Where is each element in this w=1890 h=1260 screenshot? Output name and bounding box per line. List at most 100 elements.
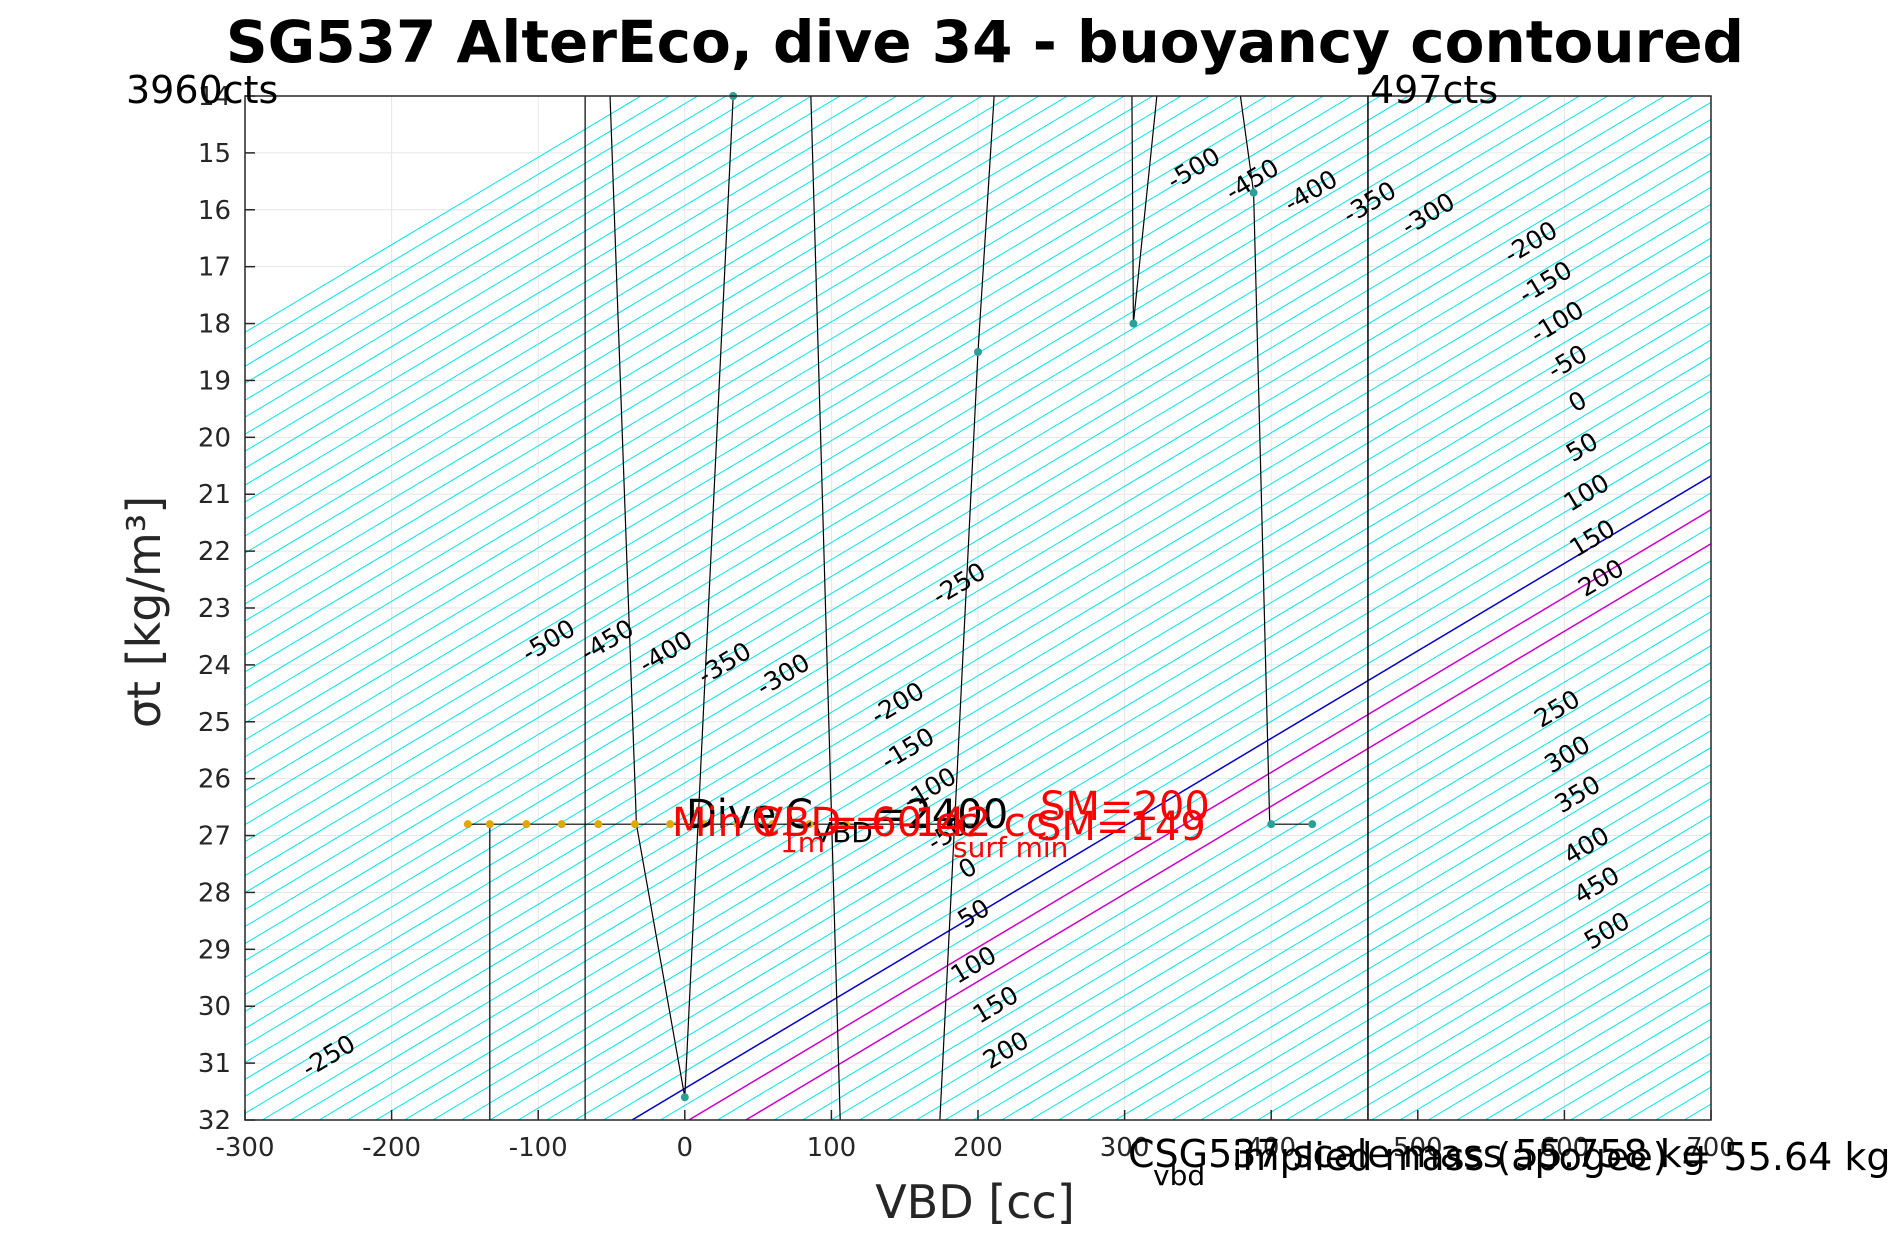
contour-line [1827, 96, 1890, 1120]
buoyancy-contours [245, 96, 1890, 1120]
contour-line [245, 96, 1552, 877]
dive-annotation: Dive [686, 792, 776, 838]
y-tick-label: 32 [198, 1106, 231, 1136]
contour-line [1770, 96, 1890, 1120]
contour-line [245, 96, 1665, 945]
contour-line [245, 96, 1409, 792]
contour-line [262, 254, 1711, 1120]
contour-label: -300 [1396, 187, 1460, 241]
contour-line [1342, 899, 1711, 1120]
contour-line [245, 96, 1381, 775]
contour-line [1684, 1103, 1711, 1120]
data-point [1129, 319, 1138, 328]
contour-line [245, 96, 926, 503]
x-axis-ticks: -300 -200 -100 0 100 200 300 400 500 600 700 [215, 1110, 1736, 1163]
y-tick-label: 31 [198, 1049, 231, 1079]
data-point [733, 820, 742, 829]
y-tick-label: 30 [198, 992, 231, 1022]
c1m-label: C [752, 800, 780, 846]
y-tick-label: 17 [198, 253, 231, 283]
data-point [557, 820, 566, 829]
contour-label: 100 [946, 940, 1002, 989]
y-tick-label: 22 [198, 537, 231, 567]
contour-line [1798, 96, 1890, 1120]
contour-label: 500 [1579, 906, 1635, 955]
c1m-sub: 1m [780, 826, 825, 859]
contour-line [859, 611, 1711, 1120]
x-axis-label: VBD [cc] [875, 1175, 1075, 1229]
vbd-c-value: =2400 [873, 792, 1008, 838]
x-tick-label: 600 [1540, 1133, 1590, 1163]
contour-line [631, 474, 1711, 1120]
dive-trace [609, 96, 734, 1098]
y-tick-label: 23 [198, 594, 231, 624]
contour-line [245, 96, 1495, 843]
contour-line [347, 305, 1711, 1120]
contour-line [245, 96, 1324, 741]
contour-line [1143, 780, 1711, 1120]
contour-line [773, 560, 1711, 1120]
bottom-note-sub: vbd [1153, 1159, 1205, 1192]
x-tick-label: 200 [953, 1133, 1003, 1163]
contour-line [245, 237, 1711, 1114]
contour-line [245, 96, 1466, 826]
contour-labels: -500-450-400-350-300-250-250-200-150-100… [297, 141, 1635, 1083]
contour-line [245, 101, 1711, 979]
contour-line [1399, 933, 1711, 1120]
corner-label-left: 3960cts [126, 68, 278, 112]
contour-line [1371, 916, 1711, 1120]
contour-label: -250 [297, 1029, 361, 1083]
contour-label: 50 [1561, 426, 1603, 467]
sm-value: =149 [1096, 804, 1206, 850]
data-point [805, 820, 814, 829]
x-tick-label: 700 [1686, 1133, 1736, 1163]
contour-line [290, 271, 1711, 1120]
contour-line [245, 96, 812, 435]
data-point [699, 820, 708, 829]
contour-line [887, 628, 1711, 1120]
y-tick-label: 28 [198, 878, 231, 908]
y-axis-ticks: 14 15 16 17 18 19 20 21 22 23 24 25 26 27 28 29 30 31 32 [198, 82, 255, 1136]
contour-line [245, 96, 1609, 911]
contour-line [1257, 848, 1711, 1120]
contour-line [245, 96, 698, 367]
contour-line [802, 577, 1711, 1120]
contour-label: 100 [1558, 468, 1614, 517]
sm-top-value: =200 [1100, 784, 1210, 830]
contour-line [1883, 96, 1890, 1120]
contour-line [660, 492, 1711, 1120]
y-tick-label: 20 [198, 423, 231, 453]
data-point [666, 820, 675, 829]
y-tick-label: 24 [198, 651, 231, 681]
contour-line [245, 96, 1040, 571]
dive-trace [1239, 96, 1313, 825]
contour-line [944, 662, 1711, 1120]
dive-points [463, 92, 1317, 1102]
contour-line [245, 152, 1711, 1030]
y-tick-label: 27 [198, 822, 231, 852]
data-point [768, 820, 777, 829]
contour-line [245, 96, 1068, 588]
contour-line [717, 526, 1711, 1120]
sm-top-label: SM [1040, 784, 1100, 830]
bottom-note-text: SG537 scale mass 55.758 kg [1155, 1132, 1706, 1176]
contour-label: 350 [1550, 769, 1606, 818]
contour-line [688, 508, 1711, 1120]
data-point [594, 820, 603, 829]
contour-line [916, 645, 1711, 1120]
contour-line [1741, 96, 1890, 1120]
min-vbd-annotation: Min VBD = -142 cc [672, 800, 1048, 846]
y-tick-label: 18 [198, 310, 231, 340]
x-tick-label: -300 [215, 1133, 274, 1163]
x-tick-label: 500 [1393, 1133, 1443, 1163]
contour-line [245, 96, 1694, 962]
contour-line [1086, 746, 1711, 1120]
c1m-annotation: C1m= 60 cc [752, 800, 979, 859]
contour-line [1855, 96, 1890, 1120]
y-tick-label: 15 [198, 139, 231, 169]
contour-label: -400 [634, 625, 698, 679]
contour-label: -500 [517, 613, 581, 667]
contour-line [375, 322, 1711, 1120]
vbd-c-sub: VBD [813, 816, 873, 849]
